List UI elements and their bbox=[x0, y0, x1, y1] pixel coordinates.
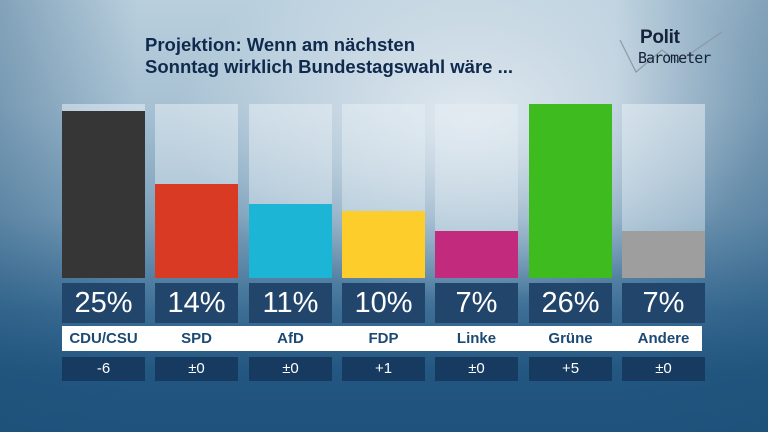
category-label-gr-ne: Grüne bbox=[548, 330, 593, 347]
change-label-spd: ±0 bbox=[155, 357, 238, 381]
category-label-cdu-csu: CDU/CSU bbox=[69, 330, 138, 347]
logo-word-polit: Polit bbox=[640, 27, 680, 48]
category-label-fdp: FDP bbox=[368, 330, 399, 347]
bar-cdu-csu bbox=[62, 111, 145, 278]
value-label-linke: 7% bbox=[435, 283, 518, 323]
bar-linke bbox=[435, 231, 518, 278]
value-label-spd: 14% bbox=[155, 283, 238, 323]
chart-title: Projektion: Wenn am nächsten Sonntag wir… bbox=[145, 34, 513, 78]
checkmark-icon bbox=[619, 31, 723, 73]
logo-word-barometer: Barometer bbox=[638, 49, 711, 67]
value-label-andere: 7% bbox=[622, 283, 705, 323]
change-label-linke: ±0 bbox=[435, 357, 518, 381]
bar-andere bbox=[622, 231, 705, 278]
change-label-cdu-csu: -6 bbox=[62, 357, 145, 381]
category-label-spd: SPD bbox=[181, 330, 212, 347]
title-line-2: Sonntag wirklich Bundestagswahl wäre ... bbox=[145, 56, 514, 77]
category-label-afd: AfD bbox=[277, 330, 304, 347]
change-label-gr-ne: +5 bbox=[529, 357, 612, 381]
value-label-cdu-csu: 25% bbox=[62, 283, 145, 323]
bar-spd bbox=[155, 184, 238, 278]
value-label-afd: 11% bbox=[249, 283, 332, 323]
change-label-andere: ±0 bbox=[622, 357, 705, 381]
title-line-1: Projektion: Wenn am nächsten bbox=[145, 34, 416, 55]
category-label-andere: Andere bbox=[637, 330, 690, 347]
bar-gr-ne bbox=[529, 104, 612, 278]
change-label-afd: ±0 bbox=[249, 357, 332, 381]
change-label-fdp: +1 bbox=[342, 357, 425, 381]
party-label-strip bbox=[62, 326, 702, 351]
bar-fdp bbox=[342, 211, 425, 278]
politbarometer-logo: Polit Barometer bbox=[618, 22, 728, 78]
category-label-linke: Linke bbox=[456, 330, 497, 347]
value-label-fdp: 10% bbox=[342, 283, 425, 323]
value-label-gr-ne: 26% bbox=[529, 283, 612, 323]
bar-afd bbox=[249, 204, 332, 278]
